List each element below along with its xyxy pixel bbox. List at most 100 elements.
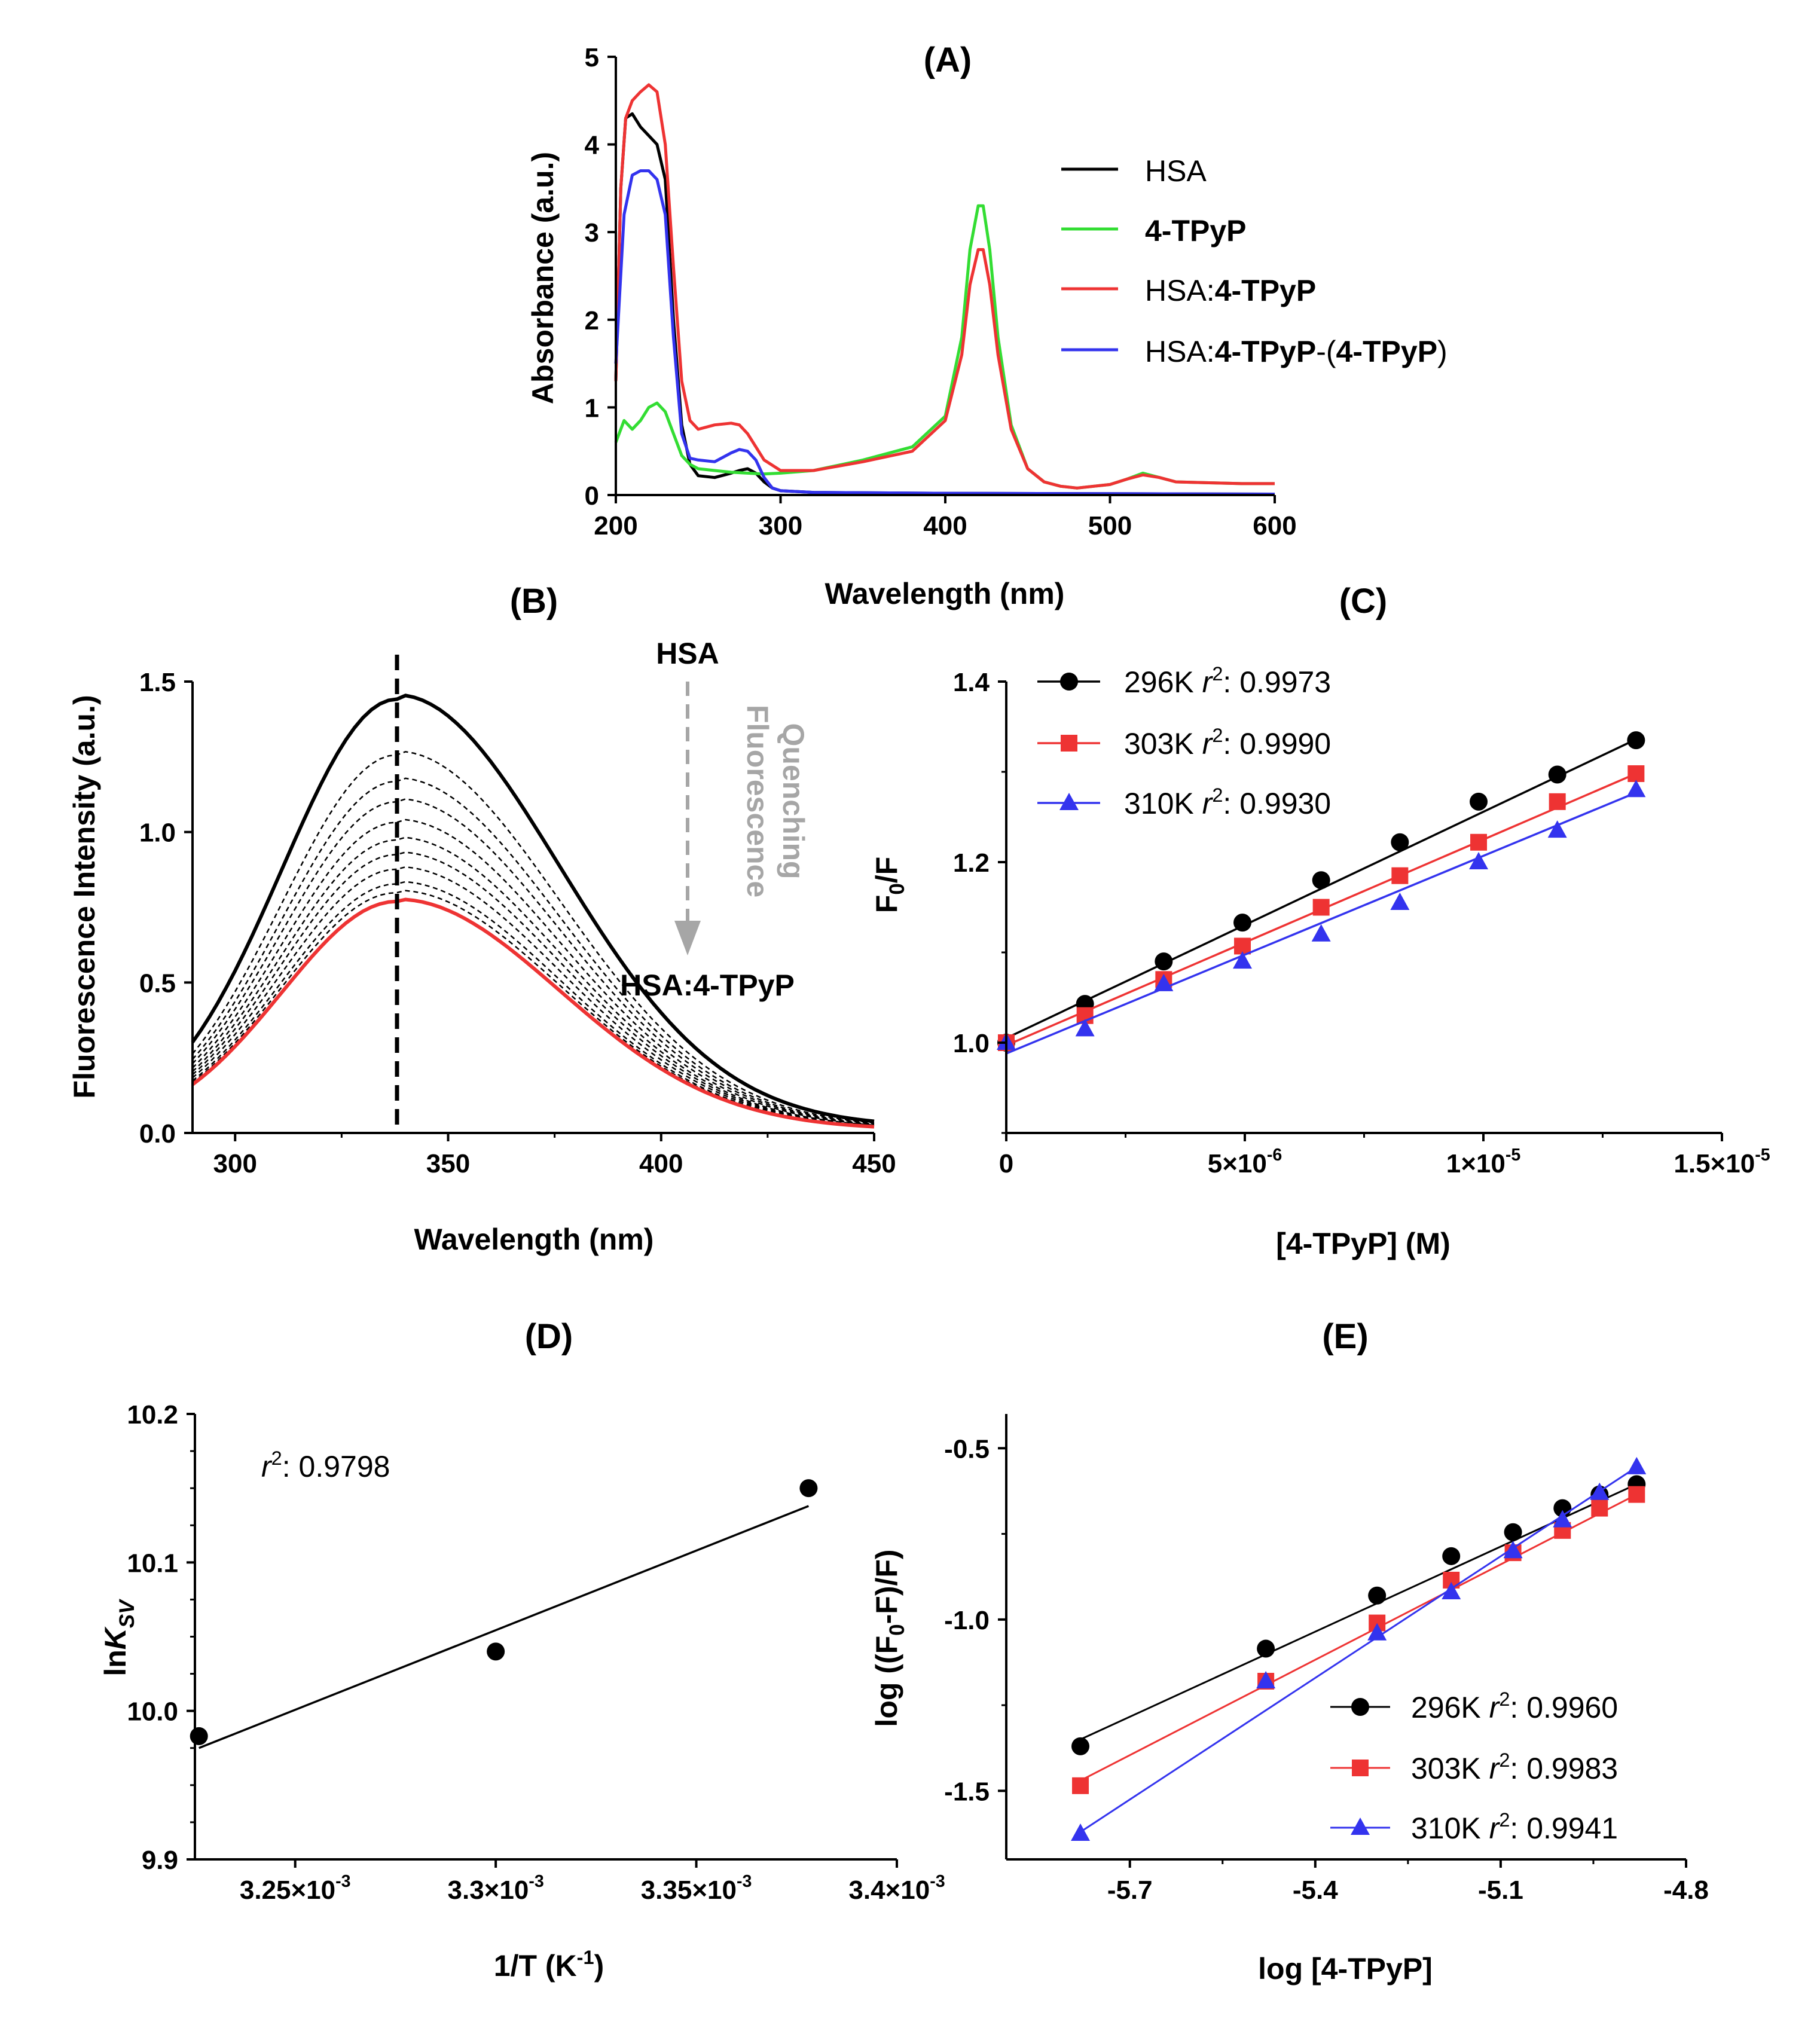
data-point-2-3 [1442, 1582, 1461, 1599]
data-point-0-6 [1470, 792, 1488, 811]
y-tick-label: 0.0 [139, 1119, 176, 1149]
data-point-1 [487, 1642, 505, 1661]
data-point-2-7 [1627, 1456, 1647, 1474]
y-tick-label: 1 [585, 393, 599, 423]
data-point-2-5 [1390, 892, 1410, 910]
data-point-2-2 [1367, 1623, 1387, 1641]
data-point-0-1 [1257, 1639, 1275, 1658]
data-point-1-7 [1549, 793, 1566, 810]
fit-line-0 [1080, 1483, 1637, 1740]
fit-line [199, 1505, 810, 1749]
panel-a-title: (A) [924, 41, 972, 80]
hsa-curve [191, 694, 875, 1123]
data-point-1-6 [1470, 833, 1488, 851]
y-tick-label: 4 [585, 131, 600, 160]
x-tick-label: 3.3×10-3 [448, 1872, 544, 1905]
y-tick-label: 1.0 [139, 818, 176, 848]
panel-a: (A) 0 1 2 3 4 5 200 300 400 500 600 Wavelength (nm) A… [526, 41, 1448, 610]
x-tick-label: 1×10-5 [1446, 1146, 1521, 1178]
x-tick-label: 0 [999, 1149, 1013, 1178]
data-point-2-8 [1626, 780, 1646, 798]
data-point-2-4 [1503, 1541, 1523, 1559]
legend-marker-0 [1351, 1698, 1369, 1716]
data-point-2-6 [1469, 852, 1489, 869]
x-axis-label: Wavelength (nm) [825, 577, 1065, 610]
x-tick-label: 450 [852, 1149, 896, 1178]
data-point-2-4 [1311, 924, 1331, 942]
data-point-0-7 [1548, 765, 1566, 784]
titration-curve-7 [192, 881, 875, 1128]
x-tick-label: 400 [923, 511, 967, 540]
y-tick-label: 10.0 [127, 1697, 178, 1727]
panel-e: (E) -1.5 -1.0 -0.5 -5.7 -5.4 -5.1 -4.8 log [4-TP… [870, 1317, 1709, 1986]
panel-c: (C) 1.0 1.2 1.4 0 5×10-6 1×10-5 1.5×10-5 [4-TPyP… [870, 582, 1770, 1260]
x-tick-label: -5.4 [1293, 1876, 1338, 1905]
r2-annotation: r2: 0.9798 [261, 1447, 390, 1483]
x-tick-label: 300 [759, 511, 802, 540]
legend-marker-2 [1059, 793, 1079, 810]
x-tick-label: 600 [1253, 511, 1296, 540]
data-point-2-5 [1553, 1510, 1572, 1528]
x-tick-label: 5×10-6 [1208, 1146, 1282, 1178]
data-point-2-2 [1154, 973, 1174, 991]
data-point-0-4 [1504, 1523, 1522, 1541]
series-line-3 [614, 169, 1275, 496]
titration-curve-3 [192, 818, 875, 1126]
data-point-2-0 [1071, 1823, 1091, 1841]
panel-e-title: (E) [1322, 1317, 1368, 1356]
y-tick-label: 1.0 [953, 1029, 990, 1058]
y-axis-label: Fluorescence Intensity (a.u.) [68, 695, 101, 1098]
data-point-2 [799, 1479, 818, 1498]
x-tick-label: 3.4×10-3 [848, 1872, 945, 1905]
data-point-0-5 [1391, 833, 1409, 851]
panel-d-title: (D) [525, 1317, 573, 1356]
legend-label-tpyp: 4-TPyP [1145, 214, 1247, 248]
titration-curve-0 [192, 751, 875, 1124]
quench-arrowhead [674, 921, 701, 955]
series-line-2 [614, 83, 1275, 490]
legend-label-hsa-tpyp: HSA:4-TPyP [1145, 274, 1316, 307]
x-tick-label: 500 [1088, 511, 1132, 540]
titration-curve-8 [192, 890, 875, 1128]
legend-label-1: 303K r2: 0.9983 [1411, 1749, 1618, 1785]
legend-label-0: 296K r2: 0.9960 [1411, 1688, 1618, 1724]
panel-d: (D) 9.9 10.0 10.1 10.2 3.25×10-3 3.3×10-3 3.35×… [99, 1317, 945, 1983]
data-point-2-1 [1256, 1671, 1276, 1688]
x-axis-label: [4-TPyP] (M) [1276, 1227, 1450, 1260]
fit-line-2 [1006, 792, 1637, 1055]
x-tick-label: 400 [639, 1149, 683, 1178]
data-point-0-3 [1442, 1547, 1461, 1565]
x-axis-label: Wavelength (nm) [414, 1223, 654, 1256]
data-point-1-0 [1072, 1777, 1089, 1794]
legend-marker-2 [1351, 1818, 1370, 1835]
fit-line-2 [1080, 1466, 1638, 1833]
y-tick-label: 1.4 [953, 668, 990, 697]
data-point-1-6 [1591, 1499, 1608, 1517]
y-tick-label: 2 [585, 306, 599, 335]
x-tick-label: -5.7 [1107, 1876, 1153, 1905]
hsa-tpyp-curve [191, 897, 875, 1129]
x-axis-label: log [4-TPyP] [1258, 1952, 1433, 1986]
panel-b-title: (B) [510, 582, 558, 621]
data-point-0-2 [1155, 952, 1173, 971]
y-tick-label: 0.5 [139, 969, 176, 998]
legend-label-2: 310K r2: 0.9941 [1411, 1809, 1618, 1845]
legend-label-hsa: HSA [1145, 154, 1207, 188]
x-tick-label: 200 [594, 511, 637, 540]
y-tick-label: 3 [585, 218, 599, 248]
titration-curve-5 [192, 851, 875, 1126]
y-tick-label: 1.5 [139, 668, 176, 697]
x-tick-label: -5.1 [1478, 1876, 1523, 1905]
y-axis-label: lnKSV [99, 1599, 139, 1676]
data-point-2-7 [1547, 820, 1567, 838]
data-point-0 [190, 1727, 208, 1745]
legend-label-hsa-tpyp-tpyp: HSA:4-TPyP-(4-TPyP) [1145, 335, 1448, 368]
data-point-0-4 [1312, 871, 1330, 890]
legend-label-2: 310K r2: 0.9930 [1124, 784, 1331, 820]
y-tick-label: 9.9 [142, 1846, 178, 1875]
x-tick-label: 1.5×10-5 [1674, 1146, 1770, 1178]
data-point-2-1 [1075, 1019, 1095, 1037]
annotation-quench-2: Quenching [777, 723, 810, 879]
x-tick-label: 3.25×10-3 [240, 1872, 351, 1905]
y-tick-label: 1.2 [953, 848, 990, 878]
